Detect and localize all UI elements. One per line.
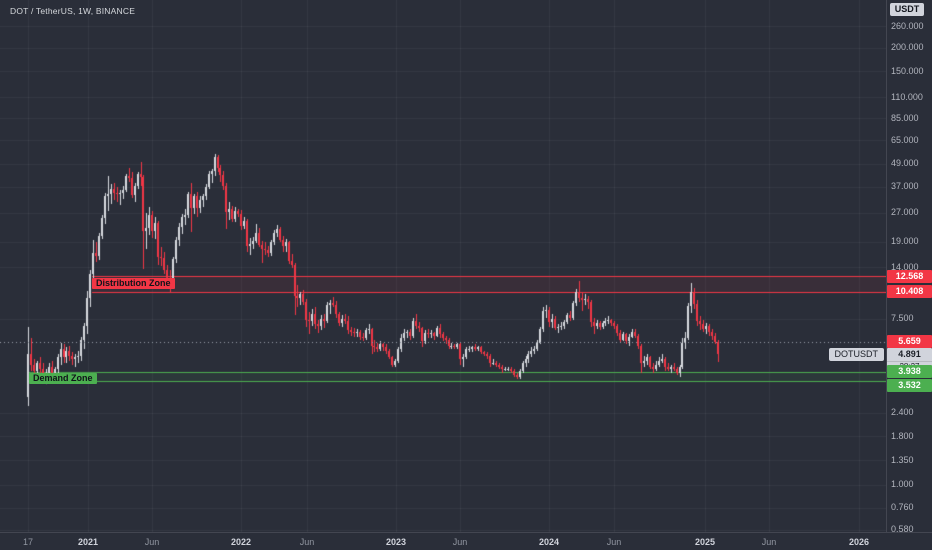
symbol-legend[interactable]: DOT / TetherUS, 1W, BINANCE: [10, 6, 136, 16]
price-tick-label: 0.760: [891, 502, 914, 513]
time-axis[interactable]: 17 2021 Jun 2022 Jun 2023 Jun 2024 Jun 2025 Jun 202…: [0, 532, 932, 550]
price-tick-label: 49.000: [891, 158, 919, 169]
candlestick-chart[interactable]: [0, 0, 886, 532]
price-tick-label: 0.580: [891, 524, 914, 535]
price-tick-label: 150.000: [891, 65, 924, 76]
time-tick-label: 2022: [230, 537, 252, 547]
price-tick-label: 1.350: [891, 454, 914, 465]
distribution-top-price-badge: 12.568: [887, 269, 932, 283]
price-tick-label: 1.800: [891, 430, 914, 441]
time-tick-label: Jun: [299, 537, 315, 547]
currency-badge[interactable]: USDT: [890, 3, 924, 16]
demand-zone-label[interactable]: Demand Zone: [29, 373, 97, 385]
time-tick-label: 2024: [538, 537, 560, 547]
time-tick-label: 2026: [848, 537, 870, 547]
distribution-bottom-price-badge: 10.408: [887, 285, 932, 299]
price-axis[interactable]: USDT 12.568 10.408 5.659 4.891 28:27 3.9…: [886, 0, 932, 535]
distribution-zone-label[interactable]: Distribution Zone: [92, 277, 175, 289]
price-tick-label: 85.000: [891, 112, 919, 123]
price-tick-label: 37.000: [891, 181, 919, 192]
time-tick-label: Jun: [144, 537, 160, 547]
current-price-value: 4.891: [898, 349, 921, 360]
price-tick-label: 7.500: [891, 313, 914, 324]
price-tick-label: 1.000: [891, 479, 914, 490]
price-tick-label: 260.000: [891, 20, 924, 31]
price-tick-label: 110.000: [891, 91, 923, 102]
demand-bottom-price-badge: 3.532: [887, 379, 932, 393]
price-tick-label: 14.000: [891, 261, 919, 272]
demand-top-price-badge: 3.938: [887, 365, 932, 379]
time-tick-label: Jun: [761, 537, 777, 547]
time-tick-label: Jun: [606, 537, 622, 547]
last-price-badge: 5.659: [887, 335, 932, 349]
price-tick-label: 27.000: [891, 207, 919, 218]
symbol-price-label: DOTUSDT: [828, 348, 884, 362]
price-tick-label: 19.000: [891, 236, 919, 247]
price-tick-label: 2.400: [891, 407, 914, 418]
price-tick-label: 200.000: [891, 42, 924, 53]
time-tick-label: 2023: [385, 537, 407, 547]
time-tick-label: 2021: [77, 537, 99, 547]
time-tick-label: Jun: [452, 537, 468, 547]
time-tick-label: 2025: [694, 537, 716, 547]
time-tick-label: 17: [22, 537, 34, 547]
chart-area[interactable]: DOT / TetherUS, 1W, BINANCE Distribution…: [0, 0, 886, 532]
price-tick-label: 65.000: [891, 134, 919, 145]
